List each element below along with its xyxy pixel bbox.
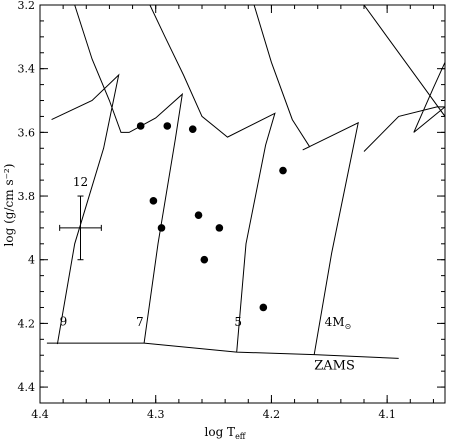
x-tick-label: 4.2	[263, 408, 281, 421]
track-label: 4M⊙	[325, 315, 352, 331]
plot-frame	[39, 4, 446, 404]
y-axis-label: log (g/cm s⁻²)	[2, 164, 16, 247]
data-point	[157, 224, 166, 232]
track-line	[363, 5, 445, 117]
x-axis-label: log Teff	[205, 425, 247, 441]
evolutionary-tracks	[51, 5, 445, 355]
track-line	[149, 5, 276, 353]
track-label-sub: ⊙	[345, 322, 352, 331]
y-tick-label: 3.8	[18, 190, 36, 203]
y-tick-label: 3.2	[18, 0, 36, 12]
y-tick-label: 3.6	[18, 126, 36, 139]
data-point	[279, 166, 287, 175]
y-axis: 3.2 3.4 3.6 3.8 4 4.2 4.4	[18, 0, 445, 404]
error-bar-label: 12	[73, 175, 88, 189]
data-point	[149, 197, 158, 205]
track-line	[363, 62, 445, 152]
x-axis: 4.4 4.3 4.2 4.1	[31, 5, 434, 421]
zams-line	[46, 342, 399, 359]
error-bar-group: 12	[59, 175, 102, 261]
data-point	[259, 303, 268, 312]
track-line	[253, 5, 359, 355]
x-tick-label: 4.4	[31, 408, 49, 421]
x-tick-label: 4.3	[147, 408, 165, 421]
track-label: 5	[234, 315, 242, 329]
y-tick-label: 3.4	[18, 63, 36, 76]
data-point	[188, 125, 197, 133]
track-label: 7	[136, 315, 144, 329]
track-line	[51, 73, 120, 345]
zams-line-group: ZAMS	[46, 342, 399, 374]
x-tick-label: 4.1	[378, 408, 396, 421]
track-label: 9	[60, 315, 68, 329]
y-tick-label: 4	[28, 254, 35, 267]
y-tick-label: 4.2	[18, 317, 36, 330]
data-point	[136, 122, 145, 130]
data-points	[136, 122, 287, 312]
data-point	[215, 224, 224, 232]
y-tick-label: 4.4	[18, 381, 36, 394]
data-point	[163, 122, 172, 130]
data-point	[200, 255, 209, 264]
zams-label: ZAMS	[314, 359, 355, 374]
data-point	[194, 211, 203, 219]
track-line	[74, 5, 184, 344]
